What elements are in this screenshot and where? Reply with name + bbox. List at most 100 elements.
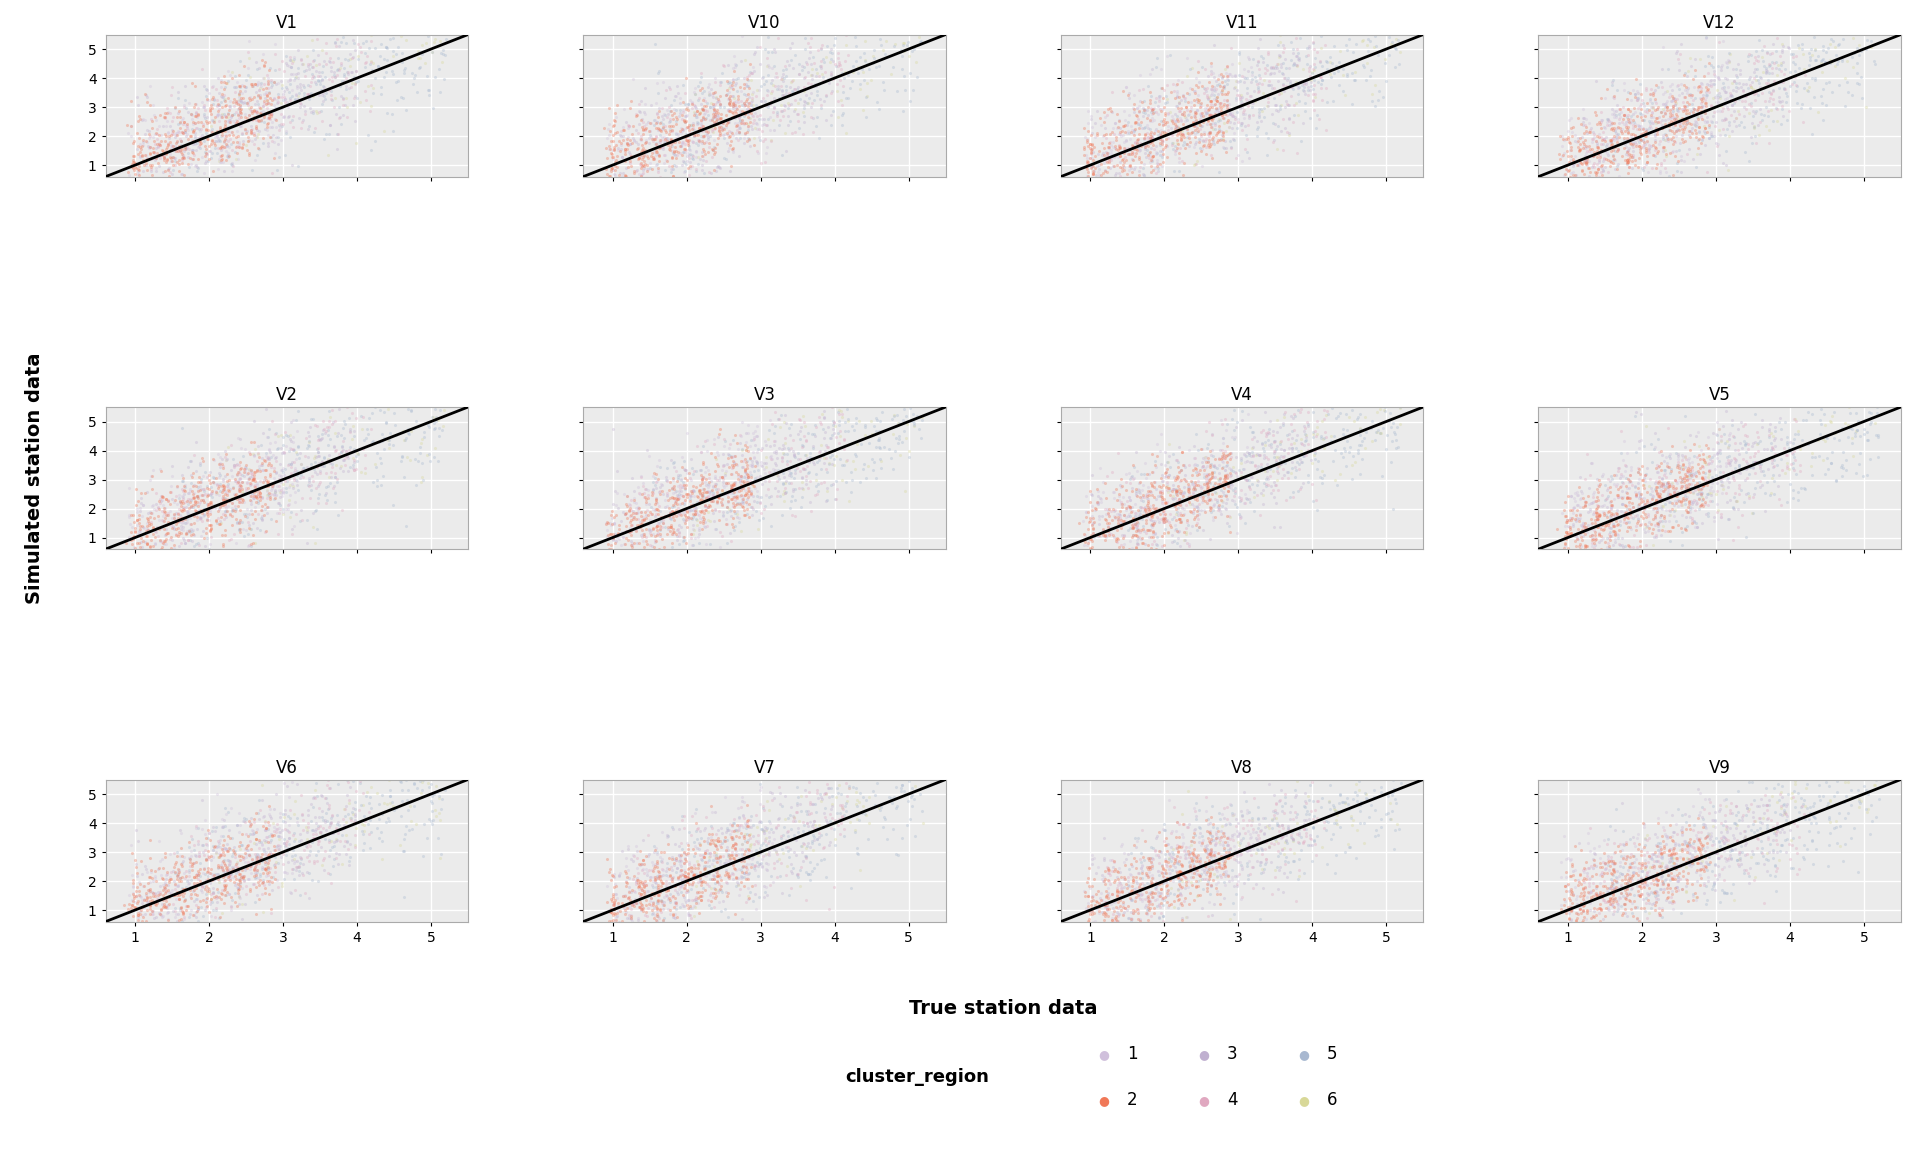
Point	[689, 101, 720, 120]
Point	[205, 107, 236, 126]
Point	[828, 437, 858, 455]
Point	[117, 158, 148, 176]
Point	[1644, 514, 1674, 532]
Point	[826, 56, 856, 75]
Point	[407, 771, 438, 789]
Point	[680, 505, 710, 523]
Point	[657, 518, 687, 537]
Point	[1102, 886, 1133, 904]
Point	[1116, 156, 1146, 174]
Point	[1793, 44, 1824, 62]
Point	[647, 861, 678, 879]
Point	[672, 94, 703, 113]
Point	[1235, 149, 1265, 167]
Point	[1175, 486, 1206, 505]
Point	[707, 494, 737, 513]
Point	[1181, 455, 1212, 473]
Point	[142, 526, 173, 545]
Point	[839, 460, 870, 478]
Point	[720, 479, 751, 498]
Point	[1208, 472, 1238, 491]
Point	[803, 40, 833, 59]
Point	[1651, 82, 1682, 100]
Point	[714, 439, 745, 457]
Point	[1649, 858, 1680, 877]
Point	[273, 108, 303, 127]
Point	[1630, 894, 1661, 912]
Point	[1125, 498, 1156, 516]
Point	[198, 884, 228, 902]
Point	[1774, 850, 1805, 869]
Point	[1140, 874, 1171, 893]
Point	[1196, 98, 1227, 116]
Point	[190, 484, 221, 502]
Point	[1129, 130, 1160, 149]
Point	[1221, 498, 1252, 516]
Point	[1210, 60, 1240, 78]
Point	[190, 893, 221, 911]
Point	[1277, 79, 1308, 98]
Point	[720, 476, 751, 494]
Point	[355, 32, 386, 51]
Point	[161, 486, 192, 505]
Point	[1709, 871, 1740, 889]
Point	[657, 525, 687, 544]
Point	[778, 79, 808, 98]
Point	[1644, 843, 1674, 862]
Point	[637, 467, 668, 485]
Point	[1580, 131, 1611, 150]
Point	[693, 122, 724, 141]
Point	[165, 493, 196, 511]
Point	[259, 475, 290, 493]
Point	[198, 887, 228, 905]
Point	[666, 811, 697, 829]
Point	[682, 101, 712, 120]
Point	[315, 53, 346, 71]
Point	[1676, 849, 1707, 867]
Point	[1638, 145, 1668, 164]
Point	[1321, 806, 1352, 825]
Point	[1553, 500, 1584, 518]
Point	[125, 147, 156, 166]
Point	[353, 39, 384, 58]
Point	[1574, 123, 1605, 142]
Point	[165, 870, 196, 888]
Point	[1117, 849, 1148, 867]
Point	[1665, 493, 1695, 511]
Point	[169, 98, 200, 116]
Point	[1167, 866, 1198, 885]
Point	[1597, 861, 1628, 879]
Point	[1569, 137, 1599, 156]
Point	[192, 477, 223, 495]
Point	[614, 116, 645, 135]
Point	[1210, 876, 1240, 894]
Point	[1655, 104, 1686, 122]
Point	[175, 498, 205, 516]
Point	[791, 470, 822, 488]
Point	[349, 816, 380, 834]
Point	[1162, 887, 1192, 905]
Point	[1820, 811, 1851, 829]
Point	[131, 484, 161, 502]
Point	[1110, 870, 1140, 888]
Point	[1670, 479, 1701, 498]
Point	[1096, 101, 1127, 120]
Point	[1283, 804, 1313, 823]
Point	[1104, 896, 1135, 915]
Point	[1104, 444, 1135, 462]
Point	[180, 854, 211, 872]
Point	[1613, 141, 1644, 159]
Point	[1645, 442, 1676, 461]
Point	[1327, 60, 1357, 78]
Point	[207, 865, 238, 884]
Point	[1718, 101, 1749, 120]
Point	[140, 884, 171, 902]
Point	[1718, 500, 1749, 518]
Point	[799, 795, 829, 813]
Point	[1165, 885, 1196, 903]
Point	[1705, 796, 1736, 814]
Point	[1738, 437, 1768, 455]
Point	[1144, 908, 1175, 926]
Point	[664, 862, 695, 880]
Point	[167, 111, 198, 129]
